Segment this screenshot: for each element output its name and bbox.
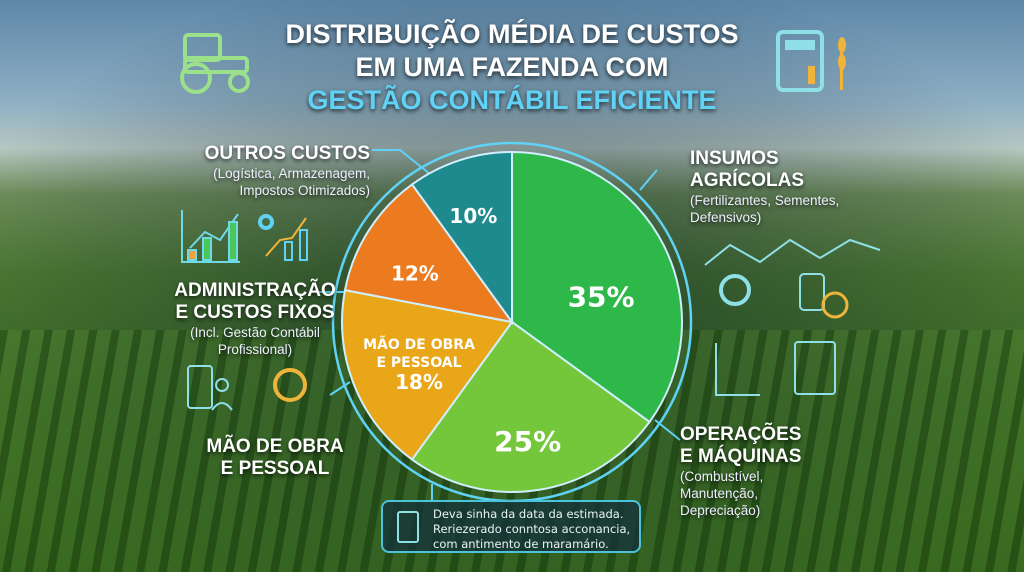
pie-label-mao_de_obra: 18% xyxy=(395,370,443,394)
label-sub: (Incl. Gestão Contábil xyxy=(190,325,320,340)
label-title: E CUSTOS FIXOS xyxy=(175,302,335,323)
pie-slice-insumos xyxy=(511,150,683,424)
label-sub: Depreciação) xyxy=(680,503,761,518)
label-outros-custos: OUTROS CUSTOS (Logística, Armazenagem, I… xyxy=(140,143,370,199)
label-administracao: ADMINISTRAÇÃO E CUSTOS FIXOS (Incl. Gest… xyxy=(170,280,340,358)
pie-inner-label: E PESSOAL xyxy=(376,355,461,371)
title-line-2: EM UMA FAZENDA COM xyxy=(355,52,669,82)
bar-chart-icon xyxy=(181,210,240,263)
note-line: Deva sinha da data da estimada. xyxy=(433,507,624,521)
calculator-icon xyxy=(776,30,824,92)
pie-label-administracao: 12% xyxy=(391,261,439,285)
title-line-1: DISTRIBUIÇÃO MÉDIA DE CUSTOS xyxy=(285,19,739,49)
pie-label-outros: 10% xyxy=(449,204,497,228)
label-title: AGRÍCOLAS xyxy=(690,170,804,191)
label-title: INSUMOS xyxy=(690,148,779,169)
label-title: OPERAÇÕES xyxy=(680,424,802,445)
tractor-icon xyxy=(180,33,250,94)
pie-label-insumos: 35% xyxy=(568,281,635,314)
label-title: E MÁQUINAS xyxy=(680,446,802,467)
footnote-box: Deva sinha da data da estimada. Reriezer… xyxy=(381,500,641,553)
label-sub: Defensivos) xyxy=(690,210,762,225)
pie-label-operacoes: 25% xyxy=(494,425,561,458)
title-line-3: GESTÃO CONTÁBIL EFICIENTE xyxy=(307,85,717,115)
label-mao-de-obra: MÃO DE OBRA E PESSOAL xyxy=(190,436,360,480)
label-sub: (Fertilizantes, Sementes, xyxy=(690,193,840,208)
note-line: Reriezerado conntosa acconancia, xyxy=(433,522,631,536)
label-title: E PESSOAL xyxy=(220,458,330,479)
note-line: com antimento de maramário. xyxy=(433,537,609,551)
pie-slice-administracao xyxy=(343,183,515,324)
gear-growth-icon xyxy=(258,214,308,261)
pie-chart: 35% 25% 18% MÃO DE OBRA E PESSOAL 12% 10% xyxy=(331,141,693,503)
pie-slice-outros xyxy=(410,150,513,326)
label-title: OUTROS CUSTOS xyxy=(204,143,370,164)
label-title: ADMINISTRAÇÃO xyxy=(174,280,336,301)
label-insumos: INSUMOS AGRÍCOLAS (Fertilizantes, Sement… xyxy=(690,148,910,226)
label-sub: Manutenção, xyxy=(680,486,759,501)
right-side-icons xyxy=(704,238,881,396)
label-sub: (Logística, Armazenagem, xyxy=(213,166,370,181)
label-sub: Impostos Otimizados) xyxy=(239,183,370,198)
label-sub: Profissional) xyxy=(217,342,293,357)
pie-inner-label: MÃO DE OBRA xyxy=(363,336,475,353)
accountant-icons xyxy=(187,365,307,411)
wheat-icon xyxy=(838,37,846,90)
label-operacoes: OPERAÇÕES E MÁQUINAS (Combustível, Manut… xyxy=(680,424,880,519)
pie-slice-operacoes xyxy=(410,320,651,493)
pie-slice-mao_de_obra xyxy=(341,288,514,461)
calculator-icon xyxy=(397,511,419,543)
page-title: DISTRIBUIÇÃO MÉDIA DE CUSTOS EM UMA FAZE… xyxy=(0,18,1024,117)
label-sub: (Combustível, xyxy=(680,469,764,484)
label-title: MÃO DE OBRA xyxy=(206,436,344,457)
